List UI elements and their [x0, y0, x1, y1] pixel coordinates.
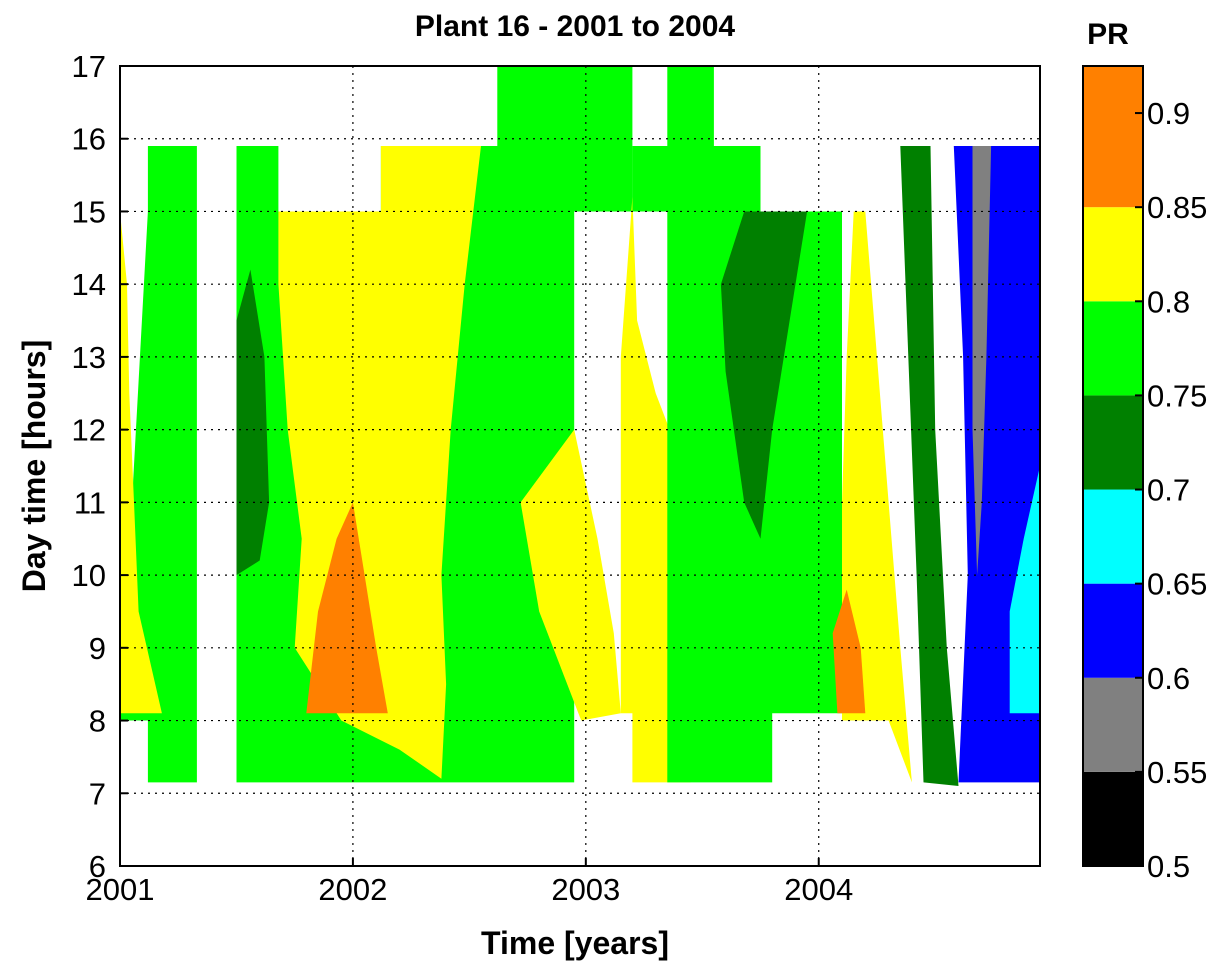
colorbar-tick-label: 0.8: [1147, 284, 1190, 319]
y-tick-label: 8: [89, 704, 106, 739]
colorbar-tick-label: 0.75: [1147, 378, 1207, 413]
colorbar-bin-5: [1083, 395, 1143, 490]
y-tick-label: 16: [72, 122, 106, 157]
x-axis-ticks: 2001 2002 2003 2004: [86, 858, 853, 907]
colorbar-tick-label: 0.5: [1147, 849, 1190, 884]
colorbar-tick-label: 0.65: [1147, 567, 1207, 602]
plot-area: 6 7 8 9 10 11 12 13 14 15 16 17 2001 2002 2003 2004: [72, 49, 1041, 907]
y-axis-ticks: 6 7 8 9 10 11 12 13 14 15 16 17: [72, 49, 128, 884]
colorbar-bin-7: [1083, 207, 1143, 302]
colorbar-label: PR: [1087, 18, 1129, 51]
colorbar-ticks: 0.5 0.55 0.6 0.65 0.7 0.75 0.8 0.85 0.9: [1135, 96, 1207, 884]
x-tick-label: 2003: [551, 872, 620, 907]
colorbar-bin-4: [1083, 489, 1143, 584]
pr-region-16: [972, 146, 992, 576]
colorbar-tick-label: 0.55: [1147, 755, 1207, 790]
y-tick-label: 7: [89, 776, 106, 811]
y-tick-label: 14: [72, 267, 106, 302]
pr-region-7: [520, 429, 621, 721]
pr-region-15: [1009, 466, 1040, 714]
colorbar-bins: [1083, 66, 1143, 866]
y-tick-label: 10: [72, 558, 106, 593]
y-tick-label: 6: [89, 849, 106, 884]
x-axis-label: Time [years]: [481, 925, 669, 961]
pr-region-12: [832, 589, 866, 714]
colorbar-bin-3: [1083, 583, 1143, 678]
y-tick-label: 17: [72, 49, 106, 84]
chart-title: Plant 16 - 2001 to 2004: [415, 10, 735, 43]
x-tick-label: 2001: [86, 872, 155, 907]
pr-region-10: [720, 211, 808, 539]
pr-region-11: [842, 211, 912, 783]
colorbar-tick-label: 0.6: [1147, 661, 1190, 696]
y-tick-label: 15: [72, 194, 106, 229]
colorbar-tick-label: 0.9: [1147, 96, 1190, 131]
y-tick-label: 12: [72, 413, 106, 448]
y-axis-label: Day time [hours]: [16, 340, 52, 592]
y-tick-label: 11: [74, 485, 106, 520]
colorbar-bin-2: [1083, 677, 1143, 772]
pr-regions: [120, 66, 1040, 786]
colorbar-bin-6: [1083, 301, 1143, 396]
colorbar-bin-1: [1083, 771, 1143, 866]
plot-frame: [119, 65, 1041, 867]
colorbar-tick-label: 0.85: [1147, 190, 1207, 225]
colorbar-tick-label: 0.7: [1147, 473, 1190, 508]
y-tick-label: 9: [89, 631, 106, 666]
colorbar-bin-8: [1083, 66, 1143, 208]
pr-region-5: [306, 502, 388, 714]
pr-region-13: [900, 146, 959, 786]
pr-region-2: [120, 211, 162, 714]
y-tick-label: 13: [72, 340, 106, 375]
x-tick-label: 2002: [318, 872, 387, 907]
pr-region-6: [236, 269, 270, 576]
x-tick-label: 2004: [784, 872, 853, 907]
colorbar: PR 0.5 0.55 0.6 0.65 0.7 0.75 0.8 0.85 0.9: [1082, 18, 1207, 884]
colorbar-frame: [1082, 65, 1144, 867]
